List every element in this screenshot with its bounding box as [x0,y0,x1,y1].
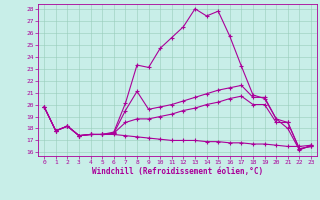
X-axis label: Windchill (Refroidissement éolien,°C): Windchill (Refroidissement éolien,°C) [92,167,263,176]
